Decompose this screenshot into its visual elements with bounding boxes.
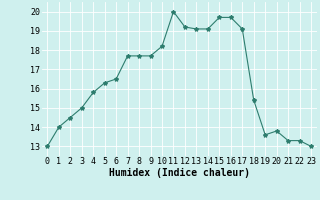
X-axis label: Humidex (Indice chaleur): Humidex (Indice chaleur) bbox=[109, 168, 250, 178]
